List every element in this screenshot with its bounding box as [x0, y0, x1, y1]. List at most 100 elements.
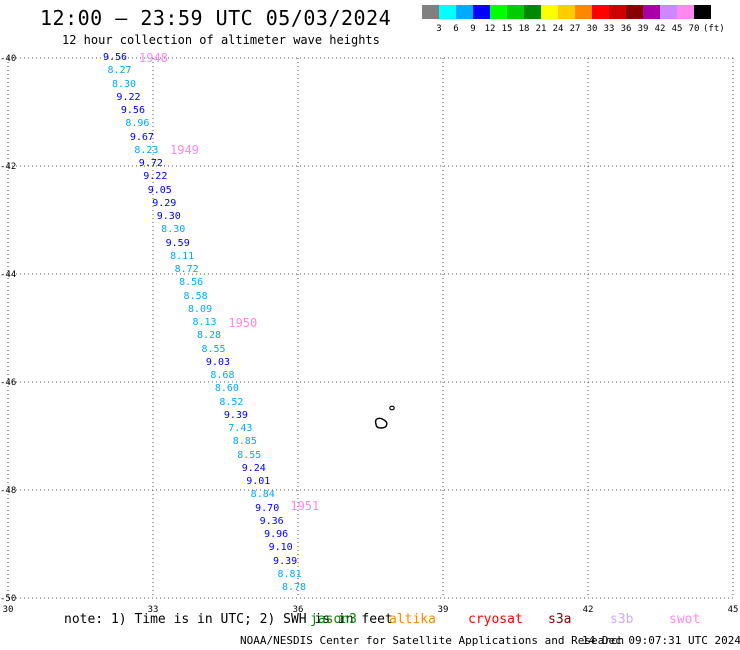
- legend-swatch: [473, 5, 490, 19]
- legend-label: 36: [621, 24, 632, 34]
- wave-height-label: 8.23: [134, 144, 159, 156]
- wave-height-label: 8.11: [170, 250, 195, 262]
- lat-tick-label: -44: [0, 270, 16, 280]
- wave-height-label: 8.55: [201, 343, 226, 355]
- wave-height-label: 9.56: [120, 105, 145, 116]
- legend-label: 12: [485, 24, 496, 34]
- wave-height-label: 8.52: [219, 396, 244, 408]
- wave-height-label: 8.30: [111, 78, 137, 90]
- wave-height-label: 8.13: [192, 317, 217, 328]
- legend-swatch: [694, 5, 711, 19]
- pass-time-label: 1948: [139, 51, 168, 65]
- wave-height-label: 8.85: [232, 436, 257, 448]
- lon-tick-label: 42: [583, 605, 594, 615]
- lat-tick-label: -40: [0, 54, 16, 64]
- wave-height-label: 8.27: [107, 65, 132, 77]
- legend-swatch: [490, 5, 507, 19]
- mission-s3b: s3b: [610, 612, 634, 627]
- legend-swatch: [643, 5, 660, 19]
- wave-height-label: 8.60: [214, 383, 239, 395]
- legend-label: 45: [672, 24, 683, 34]
- wave-height-label: 8.55: [237, 449, 262, 461]
- mission-swot: swot: [669, 612, 701, 627]
- wave-height-label: 9.10: [268, 542, 293, 554]
- wave-height-label: 8.56: [179, 277, 204, 289]
- mission-jason3: jason3: [310, 612, 357, 627]
- legend-label: 6: [453, 24, 458, 34]
- lon-tick-label: 45: [728, 605, 739, 615]
- lat-tick-label: -46: [0, 378, 16, 388]
- wave-height-label: 8.96: [125, 118, 150, 130]
- wave-height-label: 8.78: [282, 582, 307, 593]
- wave-height-label: 9.96: [264, 529, 289, 540]
- wave-height-label: 9.36: [259, 515, 284, 527]
- legend-swatch: [456, 5, 473, 19]
- legend-label: 9: [470, 24, 475, 34]
- legend-swatch: [439, 5, 456, 19]
- legend-label: 70: [689, 24, 700, 34]
- pass-time-label: 1949: [170, 142, 199, 157]
- wave-height-label: 9.24: [241, 462, 266, 474]
- footer-timestamp: 14 Dec 09:07:31 UTC 2024: [582, 634, 740, 647]
- wave-height-label: 8.68: [210, 370, 235, 381]
- wave-height-label: 9.59: [165, 237, 190, 249]
- wave-height-label: 7.43: [228, 423, 253, 434]
- wave-height-label: 8.84: [250, 489, 275, 501]
- wave-height-label: 9.22: [116, 91, 141, 103]
- legend-swatch: [626, 5, 643, 19]
- legend-swatch: [524, 5, 541, 19]
- legend-swatch: [592, 5, 609, 19]
- lat-tick-label: -42: [0, 162, 16, 172]
- wave-height-label: 9.39: [223, 409, 248, 421]
- mission-cryosat: cryosat: [468, 612, 523, 627]
- page-subtitle: 12 hour collection of altimeter wave hei…: [62, 33, 380, 47]
- page-title: 12:00 — 23:59 UTC 05/03/2024: [40, 6, 392, 30]
- island-outline: [389, 405, 395, 411]
- legend-label: 33: [604, 24, 615, 34]
- legend-label: 15: [502, 24, 513, 34]
- wave-height-label: 8.28: [196, 330, 222, 342]
- wave-height-label: 8.58: [183, 290, 208, 302]
- wave-height-label: 9.70: [255, 502, 280, 514]
- mission-altika: altika: [389, 612, 436, 627]
- mission-s3a: s3a: [548, 612, 572, 627]
- island-outline: [374, 417, 388, 429]
- wave-height-label: 9.22: [143, 171, 168, 183]
- wave-height-label: 9.01: [246, 476, 271, 487]
- wave-height-label: 8.81: [277, 568, 302, 580]
- lat-tick-label: -50: [0, 594, 16, 604]
- lon-tick-label: 36: [293, 605, 304, 615]
- wave-height-label: 9.67: [129, 131, 154, 143]
- legend-swatch: [558, 5, 575, 19]
- legend-label: 21: [536, 24, 547, 34]
- legend-swatch: [422, 5, 439, 19]
- lon-tick-label: 33: [148, 605, 159, 615]
- legend-label: 42: [655, 24, 666, 34]
- wave-height-label: 9.72: [138, 158, 163, 169]
- wave-height-label: 9.30: [156, 211, 181, 222]
- legend-label: 3: [436, 24, 441, 34]
- legend-swatch: [677, 5, 694, 19]
- legend-swatch: [660, 5, 677, 19]
- lat-tick-label: -48: [0, 486, 16, 496]
- legend-swatch: [609, 5, 626, 19]
- wave-height-label: 9.05: [147, 184, 172, 196]
- legend-label: 39: [638, 24, 649, 34]
- pass-time-label: 1950: [228, 315, 258, 330]
- wave-height-label: 9.29: [152, 197, 177, 209]
- legend-swatch: [507, 5, 524, 19]
- wave-height-label: 8.72: [174, 264, 199, 275]
- legend-label: 27: [570, 24, 581, 34]
- legend-swatch: [575, 5, 592, 19]
- lon-tick-label: 30: [3, 605, 14, 615]
- wave-height-label: 9.03: [205, 356, 231, 368]
- legend-swatch: [541, 5, 558, 19]
- wave-height-label: 8.09: [188, 303, 213, 315]
- legend-label: 30: [587, 24, 598, 34]
- legend-label: 18: [519, 24, 530, 34]
- footer-credit: NOAA/NESDIS Center for Satellite Applica…: [240, 634, 625, 647]
- legend-unit: (ft): [703, 24, 725, 34]
- note-text: note: 1) Time is in UTC; 2) SWH is in fe…: [64, 612, 393, 627]
